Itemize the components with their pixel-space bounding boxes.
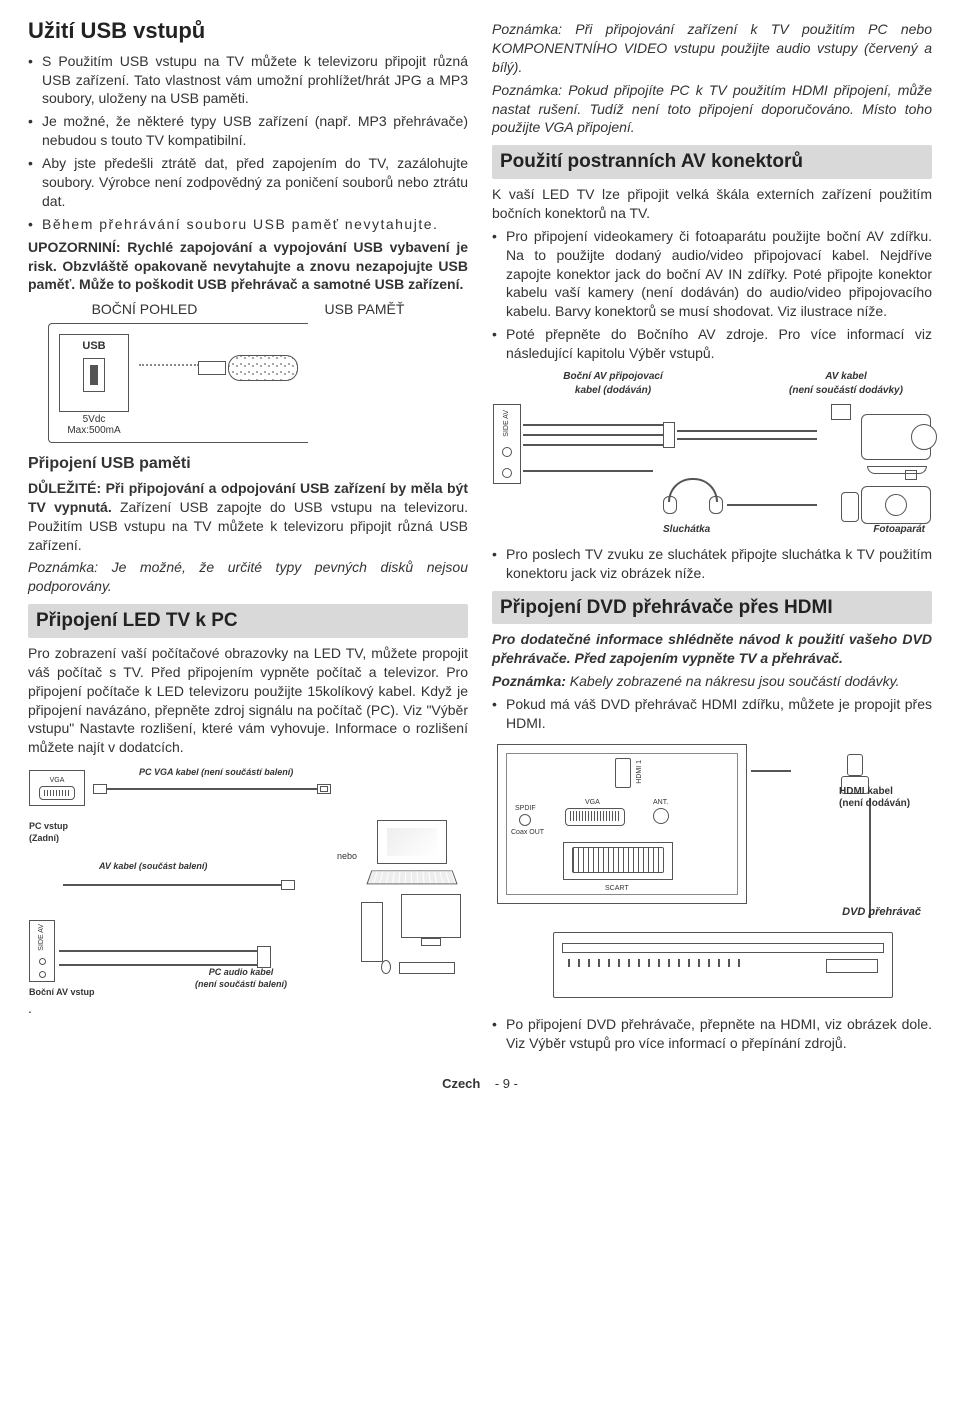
wire-icon — [107, 788, 317, 790]
usb-port-box: USB — [59, 334, 129, 412]
bullet: Aby jste předešli ztrátě dat, před zapoj… — [28, 154, 468, 211]
bullet: Během přehrávání souboru USB paměť nevyt… — [28, 215, 468, 234]
caption-dvd: DVD přehrávač — [842, 905, 921, 920]
wire-icon — [677, 438, 817, 440]
section-connect-pc: Připojení LED TV k PC — [28, 604, 468, 638]
caption-side-av-in: Boční AV vstup — [29, 986, 95, 998]
wire-icon — [677, 430, 817, 432]
wire-icon — [523, 424, 663, 426]
left-column: Užití USB vstupů S Použitím USB vstupu n… — [28, 16, 468, 1057]
usb-drive-icon — [198, 350, 298, 386]
note-body: Kabely zobrazené na nákresu jsou součást… — [566, 673, 900, 689]
caption-side-view: BOČNÍ POHLED — [92, 300, 198, 319]
hdmi-port-icon — [615, 758, 631, 788]
usb-port-icon — [83, 358, 105, 392]
paragraph-dvd-manual: Pro dodatečné informace shlédněte návod … — [492, 630, 932, 668]
side-av-label: SIDE AV — [502, 410, 511, 437]
scart-port-icon — [563, 842, 673, 880]
list-usb: S Použitím USB vstupu na TV můžete k tel… — [28, 52, 468, 234]
dotted-line-icon — [139, 364, 199, 366]
caption-hdmi-cable: HDMI kabel (není dodáván) — [839, 786, 931, 810]
plug-icon — [281, 880, 295, 890]
dvd-player-icon — [553, 932, 893, 998]
spdif-port-icon — [519, 814, 531, 826]
vga-port-icon: VGA — [29, 770, 85, 806]
spdif-port-label: SPDIF — [515, 804, 536, 813]
wire-icon — [751, 770, 791, 772]
side-av-port-icon: SIDE AV — [493, 404, 521, 484]
footer-page: - 9 - — [495, 1076, 518, 1091]
bullet: Poté přepněte do Bočního AV zdroje. Pro … — [492, 325, 932, 363]
hdmi-port-label: HDMI 1 — [635, 760, 644, 784]
bullet: S Použitím USB vstupu na TV můžete k tel… — [28, 52, 468, 109]
desktop-pc-icon — [361, 894, 461, 974]
headphones-icon — [663, 478, 723, 518]
camcorder-icon — [831, 404, 931, 474]
wire-icon — [523, 444, 663, 446]
caption-or: nebo — [337, 850, 357, 862]
scart-port-label: SCART — [605, 884, 629, 893]
heading-usb: Užití USB vstupů — [28, 16, 468, 46]
bullet: Pro poslech TV zvuku ze sluchátek připoj… — [492, 545, 932, 583]
caption-av-cable: AV kabel (součást balení) — [99, 860, 207, 872]
trailing-dot: . — [28, 999, 468, 1018]
note-label: Poznámka: — [492, 673, 566, 689]
plug-icon — [93, 784, 107, 794]
caption-pc-audio: PC audio kabel (není součástí balení) — [195, 966, 287, 990]
usb-diagram-caption-row: BOČNÍ POHLED USB PAMĚŤ — [28, 300, 468, 319]
wire-icon — [63, 884, 283, 886]
bullet: Pro připojení videokamery či fotoaparátu… — [492, 227, 932, 321]
side-av-label: SIDE AV — [37, 924, 46, 951]
right-column: Poznámka: Při připojování zařízení k TV … — [492, 16, 932, 1057]
pc-plug-icon — [317, 784, 331, 794]
section-av-connectors: Použití postranních AV konektorů — [492, 145, 932, 179]
wire-icon — [523, 434, 663, 436]
note-hdmi-pc: Poznámka: Pokud připojíte PC k TV použit… — [492, 81, 932, 138]
av-connection-figure: Boční AV připojovací kabel (dodáván) AV … — [492, 369, 932, 539]
audio-plug-icon — [257, 946, 271, 968]
caption-usb-mem: USB PAMĚŤ — [325, 300, 405, 319]
section-dvd-hdmi: Připojení DVD přehrávače přes HDMI — [492, 591, 932, 625]
vga-port-label: VGA — [50, 776, 65, 785]
note-cables: Poznámka: Kabely zobrazené na nákresu js… — [492, 672, 932, 691]
coax-out-label: Coax OUT — [511, 828, 544, 837]
vga-port-icon — [565, 808, 625, 826]
footer-lang: Czech — [442, 1076, 480, 1091]
paragraph: DŮLEŽITÉ: Při připojování a odpojování U… — [28, 479, 468, 555]
caption-av-cable-supplied: Boční AV připojovací kabel (dodáván) — [543, 370, 683, 397]
side-av-port-icon: SIDE AV — [29, 920, 55, 982]
wire-icon — [869, 798, 871, 918]
usb-diagram: USB 5Vdc Max:500mA — [48, 323, 308, 443]
usb-label: USB — [82, 339, 105, 354]
rca-block-icon — [663, 422, 675, 448]
paragraph-pc: Pro zobrazení vaší počítačové obrazovky … — [28, 644, 468, 757]
vga-port-label: VGA — [585, 798, 600, 807]
wire-icon — [59, 950, 259, 952]
usb-power-label: 5Vdc Max:500mA — [61, 414, 127, 436]
bullet: Pokud má váš DVD přehrávač HDMI zdířku, … — [492, 695, 932, 733]
wire-icon — [727, 504, 817, 506]
ant-port-label: ANT. — [653, 798, 668, 807]
wire-icon — [523, 470, 653, 472]
camera-icon — [841, 474, 931, 524]
caption-vga-cable: PC VGA kabel (není součástí balení) — [139, 766, 293, 778]
caption-pc-in: PC vstup (Zadní) — [29, 820, 68, 844]
subhead-usb-connect: Připojení USB paměti — [28, 453, 468, 475]
caption-headphones: Sluchátka — [663, 523, 710, 537]
paragraph-av: K vaší LED TV lze připojit velká škála e… — [492, 185, 932, 223]
bullet: Je možné, že některé typy USB zařízení (… — [28, 112, 468, 150]
tv-back-panel-icon: HDMI 1 VGA ANT. SPDIF Coax OUT SCART — [497, 744, 747, 904]
page-footer: Czech - 9 - — [0, 1065, 960, 1109]
warning-text: UPOZORNINÍ: Rychlé zapojování a vypojová… — [28, 238, 468, 295]
note-component: Poznámka: Při připojování zařízení k TV … — [492, 20, 932, 77]
laptop-icon — [367, 820, 457, 886]
caption-av-cable-notsupplied: AV kabel (není součástí dodávky) — [771, 370, 921, 397]
hdmi-dvd-figure: HDMI 1 VGA ANT. SPDIF Coax OUT SCART — [492, 739, 932, 1009]
note-hdd: Poznámka: Je možné, že určité typy pevný… — [28, 558, 468, 596]
ant-port-icon — [653, 808, 669, 824]
bullet: Po připojení DVD přehrávače, přepněte na… — [492, 1015, 932, 1053]
pc-connection-figure: VGA PC VGA kabel (není součástí balení) … — [28, 763, 468, 993]
caption-camera: Fotoaparát — [873, 523, 925, 537]
